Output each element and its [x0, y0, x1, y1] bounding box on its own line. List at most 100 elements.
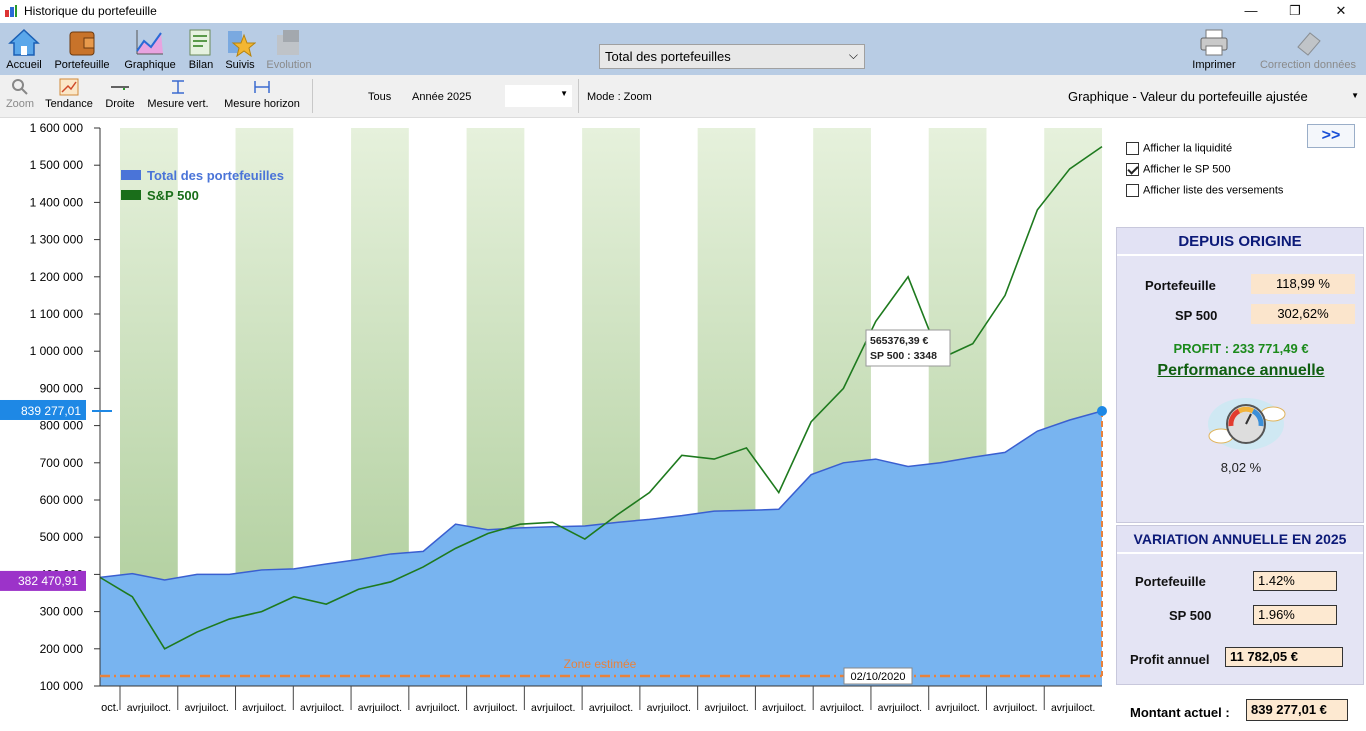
tooltip-sp500: SP 500 : 3348	[870, 350, 937, 362]
toolbar-label: Portefeuille	[54, 59, 110, 71]
y-tick-label: 800 000	[40, 419, 84, 433]
sp500-label: SP 500	[1175, 308, 1218, 323]
x-axis: oct. avrjuiloct. avrjuiloct. avrjuiloct. avr…	[100, 685, 1102, 714]
sp500-label: SP 500	[1169, 608, 1212, 623]
app-icon	[5, 5, 17, 17]
checkbox-box[interactable]	[1126, 163, 1139, 176]
y-tick-label: 1 100 000	[30, 307, 84, 321]
toolbar-accueil-button[interactable]: Accueil	[2, 25, 46, 73]
y-tick-label: 1 500 000	[30, 158, 84, 172]
portfolio-chart[interactable]: 1 600 000 1 500 000 1 400 000 1 300 000 1 20…	[0, 118, 1112, 728]
y-tick-label: 200 000	[40, 642, 84, 656]
next-button[interactable]: >>	[1307, 124, 1355, 148]
checkbox-label: Afficher la liquidité	[1143, 142, 1233, 155]
print-label: Imprimer	[1192, 59, 1236, 71]
droite-label: Droite	[105, 98, 135, 110]
chevron-down-icon: ⌵	[848, 48, 858, 62]
toolbar-label: Graphique	[124, 59, 176, 71]
eraser-icon	[1297, 32, 1321, 56]
y-tick-label: 100 000	[40, 679, 84, 693]
checkbox-show-liquidity[interactable]: Afficher la liquidité	[1126, 142, 1232, 158]
toolbar-portefeuille-button[interactable]: Portefeuille	[50, 25, 114, 73]
performance-annuelle-link[interactable]: Performance annuelle	[1157, 362, 1325, 379]
checkbox-box[interactable]	[1126, 142, 1139, 155]
mesure-vert-label: Mesure vert.	[147, 98, 209, 110]
droite-tool-button[interactable]: Droite	[102, 78, 138, 116]
toolbar-graphique-button[interactable]: Graphique	[120, 25, 180, 73]
sp500-annual-value: 1.96%	[1253, 605, 1337, 625]
mesure-vert-tool-button[interactable]: Mesure vert.	[144, 78, 212, 116]
graph-type-select[interactable]: Graphique - Valeur du portefeuille ajust…	[1060, 85, 1363, 109]
y-tick-label: 700 000	[40, 456, 84, 470]
side-panel: Afficher la liquidité Afficher le SP 500…	[1112, 118, 1366, 728]
mode-label: Mode : Zoom	[587, 91, 652, 103]
correction-label: Correction données	[1259, 59, 1356, 71]
x-tick-label: avrjuiloct.	[878, 702, 922, 714]
depuis-origine-title: DEPUIS ORIGINE	[1117, 228, 1363, 256]
y-tick-label: 300 000	[40, 605, 84, 619]
x-tick-label: avrjuiloct.	[589, 702, 633, 714]
toolbar-separator	[312, 79, 313, 113]
x-tick-label: avrjuiloct.	[300, 702, 344, 714]
zoom-tool-button[interactable]: Zoom	[2, 78, 38, 116]
chart-area[interactable]: 1 600 000 1 500 000 1 400 000 1 300 000 1 20…	[0, 118, 1112, 728]
print-button[interactable]: Imprimer	[1186, 25, 1242, 73]
checkbox-box[interactable]	[1126, 184, 1139, 197]
toolbar-bilan-button[interactable]: Bilan	[184, 25, 218, 73]
y-tick-label: 1 300 000	[30, 233, 84, 247]
toolbar-label: Evolution	[266, 59, 312, 71]
toolbar-label: Bilan	[188, 59, 214, 71]
line-icon	[111, 86, 129, 90]
zoom-label: Zoom	[5, 98, 35, 110]
current-value-box	[0, 399, 86, 420]
estimated-zone-label: Zone estimée	[564, 657, 637, 671]
start-value-box	[0, 570, 86, 591]
portfolio-select[interactable]: Total des portefeuilles ⌵	[599, 44, 865, 69]
toolbar-label: Suivis	[225, 59, 255, 71]
current-value-marker	[1097, 405, 1107, 416]
y-tick-label: 1 600 000	[30, 121, 84, 135]
chart-toolbar: Zoom Tendance Droite Mesure vert. Mesure…	[0, 75, 1366, 118]
x-tick-label: avrjuiloct.	[762, 702, 806, 714]
y-tick-label: 1 000 000	[30, 344, 84, 358]
x-tick-label: avrjuiloct.	[935, 702, 979, 714]
portefeuille-annual-value: 1.42%	[1253, 571, 1337, 591]
maximize-button[interactable]: ❐	[1289, 3, 1301, 18]
chart-overlays: Zone estimée 02/10/2020 839 277,01 382 470,…	[0, 329, 1107, 685]
depuis-origine-panel: DEPUIS ORIGINE Portefeuille 118,99 % SP …	[1116, 227, 1364, 523]
y-tick-label: 900 000	[40, 381, 84, 395]
tooltip-box	[865, 329, 951, 367]
toolbar-label: Accueil	[6, 59, 42, 71]
checkbox-show-payments[interactable]: Afficher liste des versements	[1126, 184, 1283, 200]
y-tick-label: 600 000	[40, 493, 84, 507]
close-button[interactable]: ✕	[1335, 3, 1347, 18]
dropdown-arrow-icon: ▼	[1351, 91, 1359, 100]
legend-swatch	[121, 190, 141, 200]
y-tick-label: 1 200 000	[30, 270, 84, 284]
legend-label: Total des portefeuilles	[147, 168, 284, 183]
chart-icon	[136, 30, 163, 55]
tendance-tool-button[interactable]: Tendance	[42, 78, 96, 116]
x-tick-label: avrjuiloct.	[704, 702, 748, 714]
current-value-label: 839 277,01	[21, 404, 81, 418]
mesure-horizon-tool-button[interactable]: Mesure horizon	[218, 78, 306, 116]
year-combo[interactable]: ▼	[505, 85, 572, 107]
wallet-icon	[69, 31, 95, 56]
portefeuille-origin-value: 118,99 %	[1251, 274, 1355, 294]
profit-total: PROFIT : 233 771,49 €	[1173, 341, 1309, 356]
x-tick-label: avrjuiloct.	[184, 702, 228, 714]
minimize-button[interactable]: —	[1244, 3, 1258, 18]
home-icon	[8, 28, 40, 56]
evolution-icon	[277, 30, 299, 55]
x-tick-label: avrjuiloct.	[358, 702, 402, 714]
checkbox-show-sp500[interactable]: Afficher le SP 500	[1126, 163, 1231, 179]
mesure-horizon-label: Mesure horizon	[224, 98, 300, 110]
tooltip-value: 565376,39 €	[870, 335, 929, 347]
correction-button[interactable]: Correction données	[1254, 25, 1362, 73]
gauge-icon	[1208, 398, 1286, 450]
toolbar-suivis-button[interactable]: Suivis	[222, 25, 258, 73]
profit-annuel-value: 11 782,05 €	[1225, 647, 1343, 667]
year-selector[interactable]: Année 2025	[412, 91, 472, 103]
toolbar-evolution-button[interactable]: Evolution	[262, 25, 316, 73]
range-all-link[interactable]: Tous	[368, 91, 392, 103]
